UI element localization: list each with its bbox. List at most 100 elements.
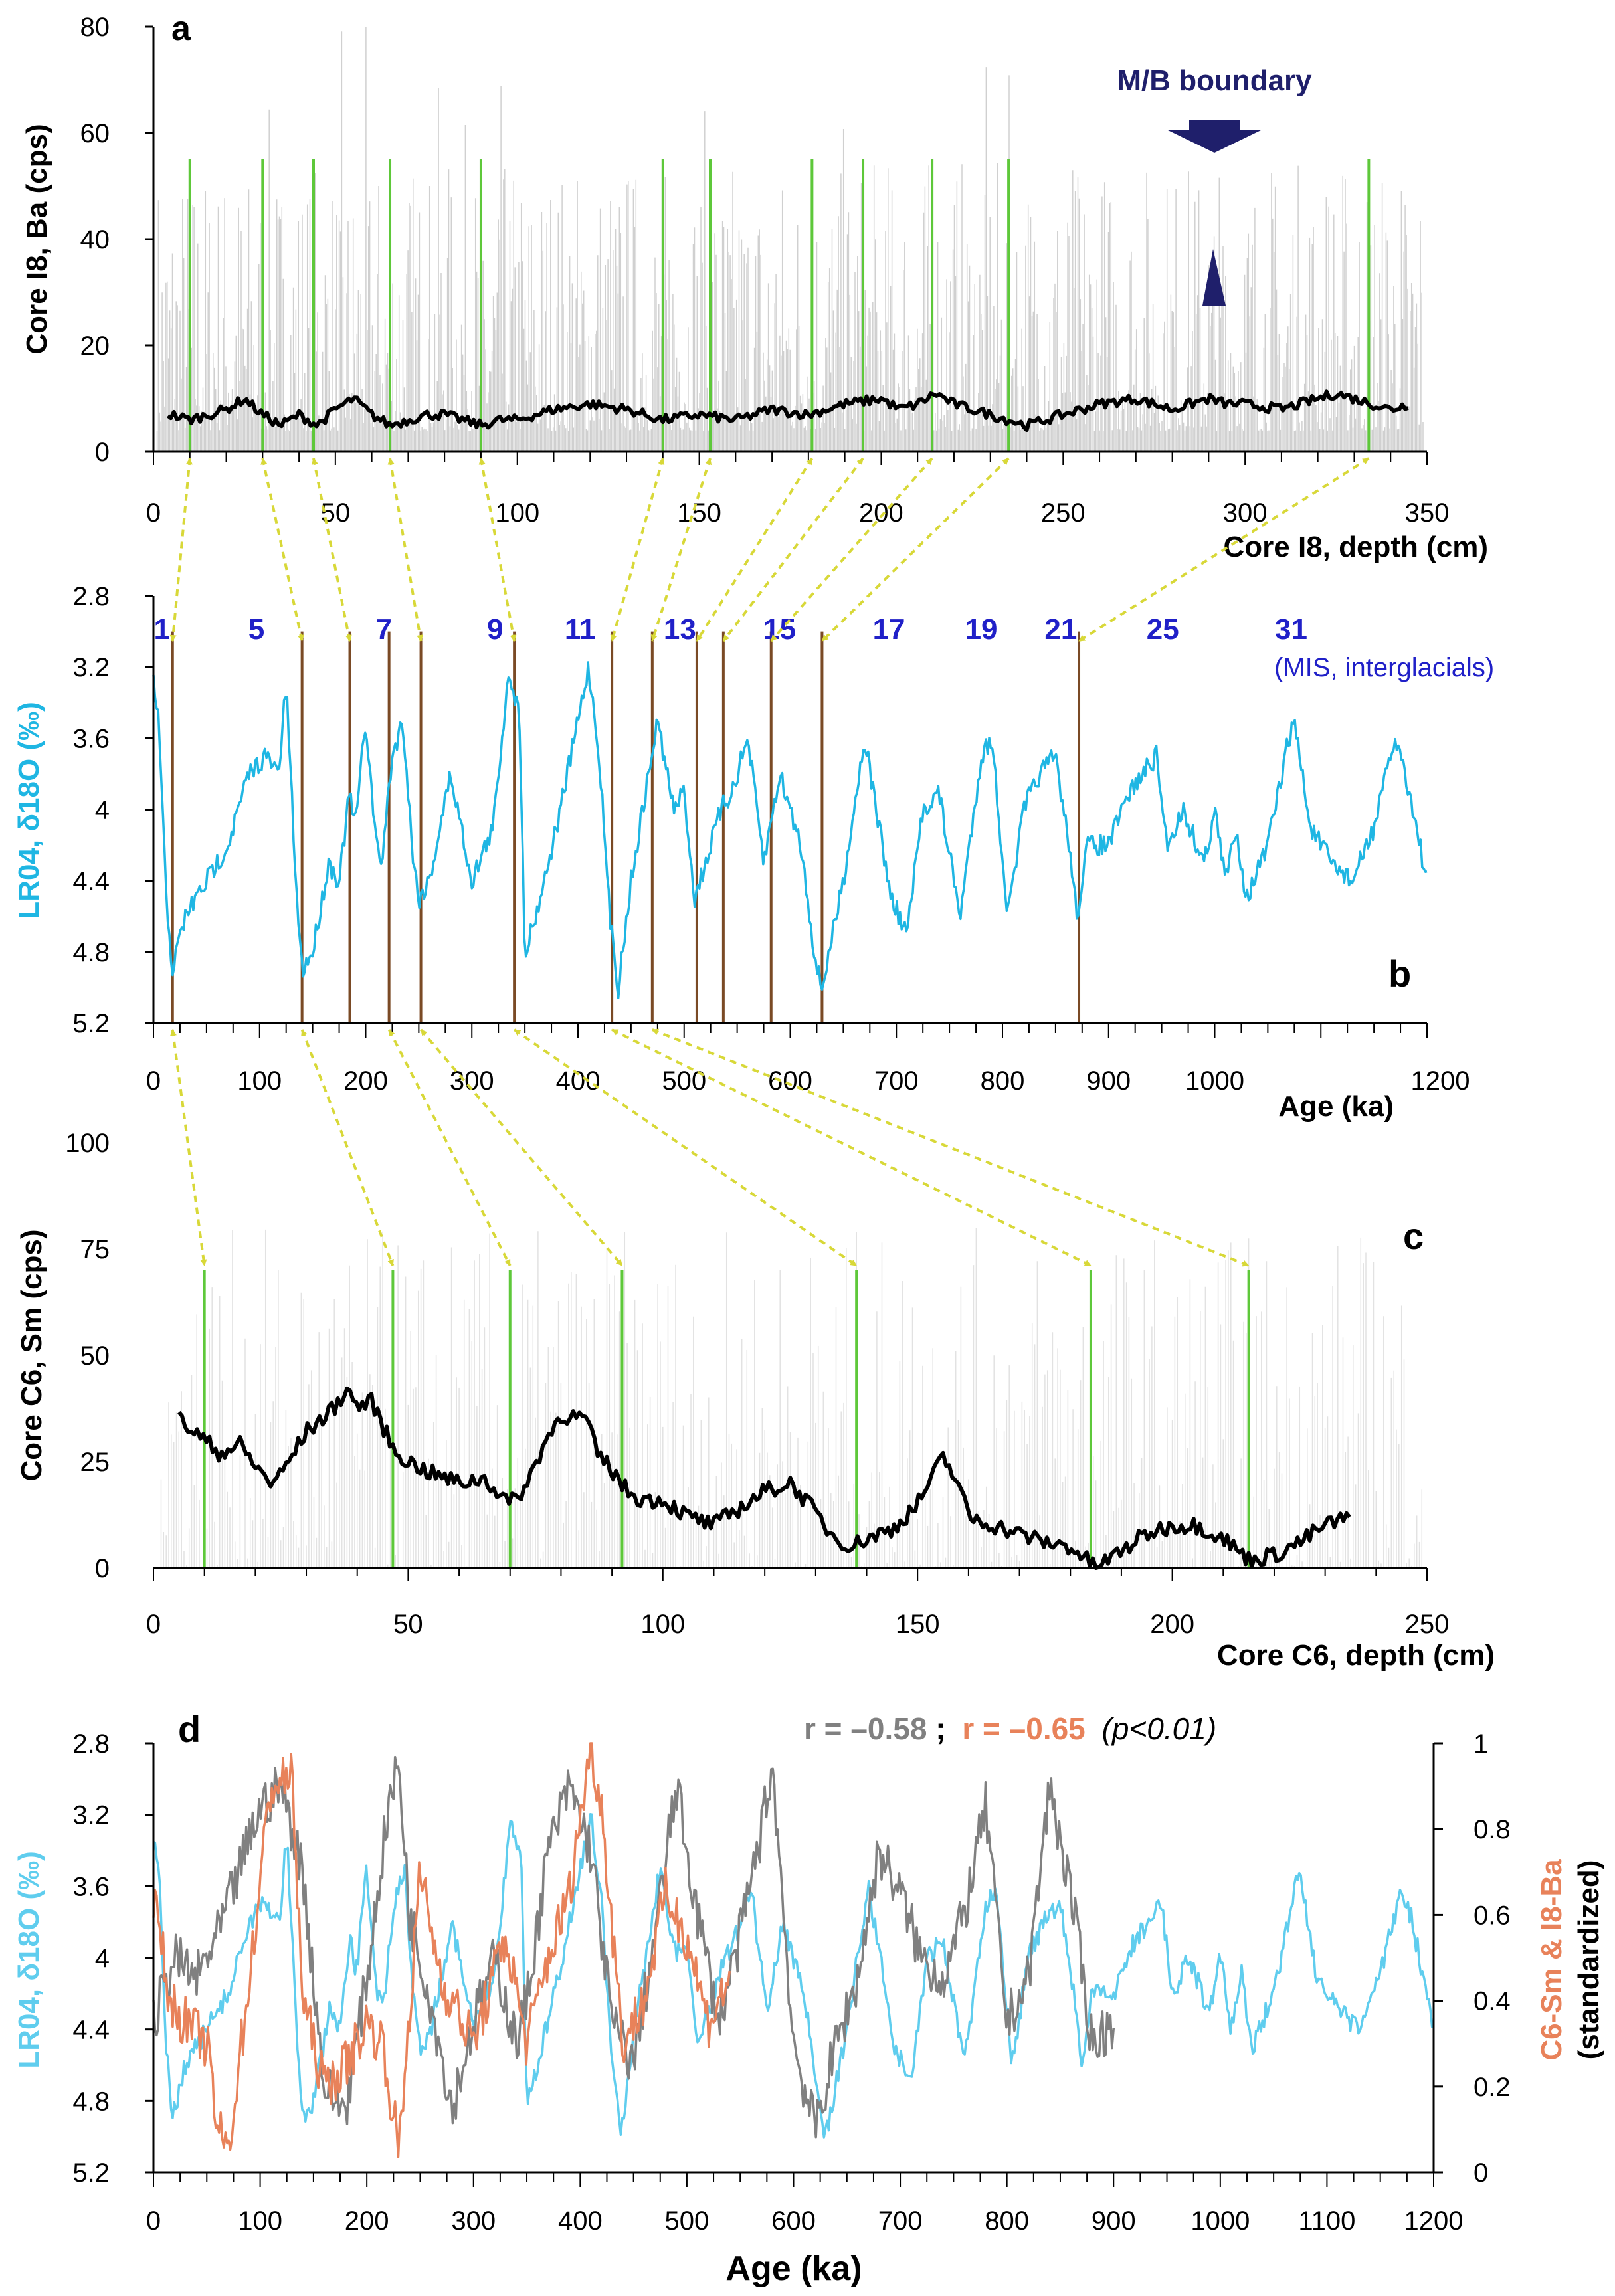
panel-d-y-label-right-2: (standardized) [1572, 1860, 1605, 2060]
panel-d-ytick-label-6: 5.2 [72, 2158, 110, 2188]
panel-a-xtick-label-2: 100 [495, 498, 539, 527]
panel-b-xtick-label-8: 800 [981, 1066, 1025, 1096]
panel-c-y-ticks: 0 25 50 75 100 [65, 1129, 110, 1583]
panel-c-ytick-label-4: 100 [65, 1129, 110, 1158]
panel-d-xtick-label-4: 400 [558, 2206, 603, 2236]
panel-b: 2.83.23.644.44.85.2 0 100 200 300 400 500 600 7… [13, 582, 1494, 1123]
panel-d-rtick-label-5: 1 [1473, 1729, 1488, 1759]
panel-d-xtick-label-12: 1200 [1404, 2206, 1464, 2236]
panel-b-xtick-label-0: 0 [146, 1066, 161, 1096]
panel-d-right-ticks: 0 0.2 0.4 0.6 0.8 1 [1434, 1729, 1511, 2188]
panel-b-xtick-label-2: 200 [343, 1066, 388, 1096]
panel-d-ytick-label-0: 2.8 [72, 1729, 110, 1759]
arrow-a-b-2 [311, 458, 352, 642]
c6-sm-line [152, 1742, 731, 2158]
panel-b-xtick-label-9: 900 [1086, 1066, 1131, 1096]
panel-d-x-ticks: 0 100 200 300 400 500 600 700 800 900 1000 1100 1200 [146, 2172, 1464, 2236]
mb-boundary-label: M/B boundary [1117, 64, 1312, 97]
arrow-a-b-10 [821, 457, 1010, 642]
lr04-line [152, 661, 1428, 999]
mb-boundary-arrow-icon [1167, 120, 1262, 153]
panel-d-xtick-label-9: 900 [1092, 2206, 1136, 2236]
panel-a-xtick-label-3: 150 [677, 498, 721, 527]
panel-d-y-label-left: LR04, δ18O (‰) [13, 1851, 45, 2068]
panel-d-xtick-label-10: 1000 [1190, 2206, 1250, 2236]
panel-c-raw-signal [157, 1228, 1423, 1568]
panel-c-x-ticks: 0 50 100 150 200 250 [146, 1568, 1450, 1639]
panel-b-ytick-label-3: 4 [95, 796, 110, 825]
panel-d-ytick-label-2: 3.6 [72, 1872, 110, 1901]
panel-b-xtick-label-11: 1200 [1411, 1066, 1470, 1096]
arrow-a-b-5 [610, 458, 665, 642]
arrow-a-b-0 [169, 458, 193, 642]
sm-raw-spikes [157, 1228, 1423, 1568]
panel-b-ytick-label-0: 2.8 [72, 582, 110, 611]
panel-a-xtick-label-6: 300 [1223, 498, 1268, 527]
arrow-b-c-1 [300, 1029, 395, 1266]
panel-b-x-label: Age (ka) [1278, 1090, 1394, 1123]
mis-label-21: 21 [1044, 613, 1077, 646]
panel-a-x-label: Core I8, depth (cm) [1224, 531, 1489, 563]
mis-label-1: 1 [154, 613, 170, 646]
panel-d-ytick-label-3: 4 [95, 1944, 110, 1973]
panel-d-xtick-label-7: 700 [878, 2206, 923, 2236]
correlation-annotation: r = –0.58 ; r = –0.65 (p<0.01) [804, 1711, 1216, 1746]
panel-b-xtick-label-5: 500 [662, 1066, 706, 1096]
panel-b-y-label: LR04, δ18O (‰) [13, 702, 45, 919]
panel-d-y-label-right-part: C6-Sm & I8-Ba [1535, 1859, 1568, 2061]
mb-boundary-marker-icon [1202, 249, 1226, 306]
panel-c-ytick-label-0: 0 [95, 1554, 110, 1583]
mis-label-7: 7 [375, 613, 391, 646]
panel-d-ytick-label-5: 4.8 [72, 2087, 110, 2116]
mis-label-17: 17 [873, 613, 905, 646]
mis-label-11: 11 [565, 613, 596, 646]
mis-label-13: 13 [664, 613, 696, 646]
panel-c-xtick-label-0: 0 [146, 1610, 161, 1639]
panel-c-xtick-label-4: 200 [1150, 1610, 1194, 1639]
panel-b-xtick-label-4: 400 [556, 1066, 601, 1096]
panel-b-xtick-label-7: 700 [874, 1066, 919, 1096]
panel-a-label: a [171, 9, 191, 48]
panel-c-xtick-label-3: 150 [896, 1610, 940, 1639]
panel-a-xtick-label-7: 350 [1405, 498, 1450, 527]
panel-a-y-ticks: 0 20 40 60 80 [80, 13, 153, 467]
panel-c-x-label: Core C6, depth (cm) [1217, 1639, 1495, 1672]
panel-c-xtick-label-5: 250 [1405, 1610, 1450, 1639]
panel-d-x-label: Age (ka) [725, 2249, 862, 2288]
arrow-a-b-1 [260, 458, 304, 642]
panel-b-label: b [1388, 953, 1411, 995]
panel-d: 2.8 3.2 3.6 4 4.4 4.8 5.2 0 0.2 0.4 0.6 0.8 1 0 100 2… [13, 1708, 1605, 2288]
panel-c-tie-lines [203, 1270, 1250, 1568]
panel-d-xtick-label-8: 800 [985, 2206, 1029, 2236]
mis-label-25: 25 [1147, 613, 1179, 646]
panel-c-ytick-label-2: 50 [80, 1341, 110, 1371]
mis-label-9: 9 [487, 613, 503, 646]
panel-c-xtick-label-2: 100 [640, 1610, 685, 1639]
panel-c-label: c [1403, 1215, 1424, 1257]
panel-b-xtick-label-1: 100 [237, 1066, 282, 1096]
panel-a-ytick-label-0: 0 [95, 438, 110, 467]
panel-a-ytick-label-3: 60 [80, 119, 110, 148]
mis-label-31: 31 [1275, 613, 1307, 646]
panel-c-y-label: Core C6, Sm (cps) [15, 1230, 48, 1482]
panel-d-xtick-label-5: 500 [665, 2206, 710, 2236]
arrow-b-c-0 [170, 1029, 207, 1266]
ba-smoothed-line [167, 389, 1409, 432]
panel-a-ytick-label-2: 40 [80, 225, 110, 254]
panel-d-rtick-label-2: 0.4 [1473, 1987, 1511, 2016]
panel-d-ytick-label-4: 4.4 [72, 2016, 110, 2045]
panel-b-mis-lines [171, 631, 1081, 1023]
panel-a-xtick-label-0: 0 [146, 498, 161, 527]
arrow-b-c-2 [387, 1029, 512, 1266]
panel-b-ytick-label-6: 5.2 [72, 1009, 110, 1038]
panel-a-xtick-label-4: 200 [859, 498, 903, 527]
panel-d-xtick-label-6: 600 [771, 2206, 816, 2236]
panel-d-xtick-label-1: 100 [238, 2206, 282, 2236]
panel-b-lr04-series [152, 661, 1428, 999]
panel-a-y-label: Core I8, Ba (cps) [21, 124, 53, 354]
panel-b-y-ticks: 2.8 3.2 3.6 4 4.4 4.8 5.2 [72, 582, 153, 1038]
correlation-arrows [169, 457, 1370, 1267]
panel-b-x-ticks: 0 100 200 300 400 500 600 700 800 900 1000 1200 [146, 1023, 1470, 1096]
